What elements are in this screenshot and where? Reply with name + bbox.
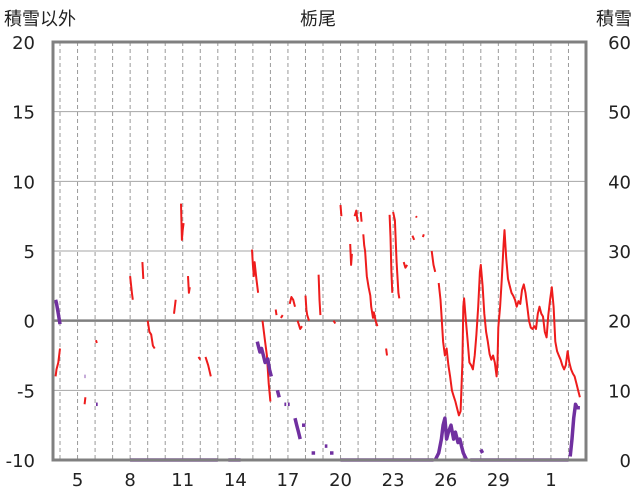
y-axis-right: 60 50 40 30 20 10 0 [608, 33, 631, 472]
temperature-line [146, 320, 156, 350]
x-tick-label: 5 [72, 470, 83, 491]
temperature-line [95, 339, 98, 344]
x-tick-label: 1 [545, 470, 556, 491]
x-tick-label: 23 [382, 470, 405, 491]
snow_depth-line [275, 389, 281, 398]
temperature-line [362, 234, 379, 327]
temperature-line [288, 296, 296, 307]
y-left-tick-label: -10 [6, 451, 35, 472]
temperature-line [437, 229, 581, 417]
temperature-line [197, 356, 202, 361]
y-left-tick-label: 0 [24, 312, 35, 333]
y-left-tick-label: 20 [12, 33, 35, 54]
temperature-line [359, 211, 363, 222]
y-right-tick-label: 0 [620, 451, 631, 472]
y-right-tick-label: 30 [608, 242, 631, 263]
temperature-line [83, 397, 87, 405]
right-axis-title: 積雪 [596, 9, 632, 30]
temperature-line [402, 261, 409, 269]
temperature-line [274, 309, 278, 316]
temperature-line [296, 320, 303, 330]
y-axis-left: 20 15 10 5 0 -5 -10 [6, 33, 35, 472]
snow_depth-line [255, 341, 273, 377]
plot-frame [51, 40, 588, 462]
temperature-line [204, 356, 212, 377]
temperature-line [385, 348, 388, 356]
temperature-line [430, 250, 437, 273]
temperature-line [339, 204, 343, 217]
snow_depth-line [568, 402, 580, 457]
temperature-line [173, 299, 177, 314]
temperature-line [392, 211, 401, 299]
temperature-line [141, 262, 145, 279]
temperature-line [332, 320, 337, 325]
chart-title: 栃尾 [300, 9, 336, 30]
y-left-tick-label: 10 [12, 172, 35, 193]
temperature-line [261, 320, 272, 402]
temperature-line [304, 295, 310, 322]
y-left-tick-label: 15 [12, 103, 35, 124]
temperature-line [317, 274, 322, 316]
x-tick-label: 8 [124, 470, 135, 491]
temperature-line [421, 233, 425, 238]
plot-border [51, 40, 588, 462]
snow_depth-line [53, 299, 62, 325]
y-right-tick-label: 40 [608, 172, 631, 193]
x-tick-label: 26 [434, 470, 457, 491]
x-tick-label: 14 [224, 470, 247, 491]
x-tick-label: 11 [171, 470, 194, 491]
temperature-line [187, 276, 191, 294]
snow_depth-line [433, 416, 469, 461]
temperature-line [251, 249, 260, 293]
x-tick-label: 29 [487, 470, 510, 491]
y-left-tick-label: -5 [17, 381, 35, 402]
y-left-tick-label: 5 [24, 242, 35, 263]
y-right-tick-label: 10 [608, 381, 631, 402]
snow_depth-line [479, 448, 485, 454]
temperature-line [349, 243, 353, 266]
series-layer [53, 203, 581, 462]
temperature-line [54, 348, 61, 377]
x-tick-label: 17 [276, 470, 299, 491]
y-right-tick-label: 20 [608, 312, 631, 333]
temperature-line [415, 215, 418, 219]
left-axis-title: 積雪以外 [4, 9, 76, 30]
snow_depth-line [293, 417, 302, 440]
temperature-line [353, 209, 360, 223]
x-axis: 5 8 11 14 17 20 23 26 29 1 [72, 470, 557, 491]
temperature-line [280, 314, 284, 319]
temperature-line [388, 214, 394, 293]
temperature-line [411, 235, 416, 241]
temperature-line [129, 275, 134, 300]
y-right-tick-label: 50 [608, 103, 631, 124]
temperature-line [180, 203, 185, 241]
x-tick-label: 20 [329, 470, 352, 491]
y-right-tick-label: 60 [608, 33, 631, 54]
